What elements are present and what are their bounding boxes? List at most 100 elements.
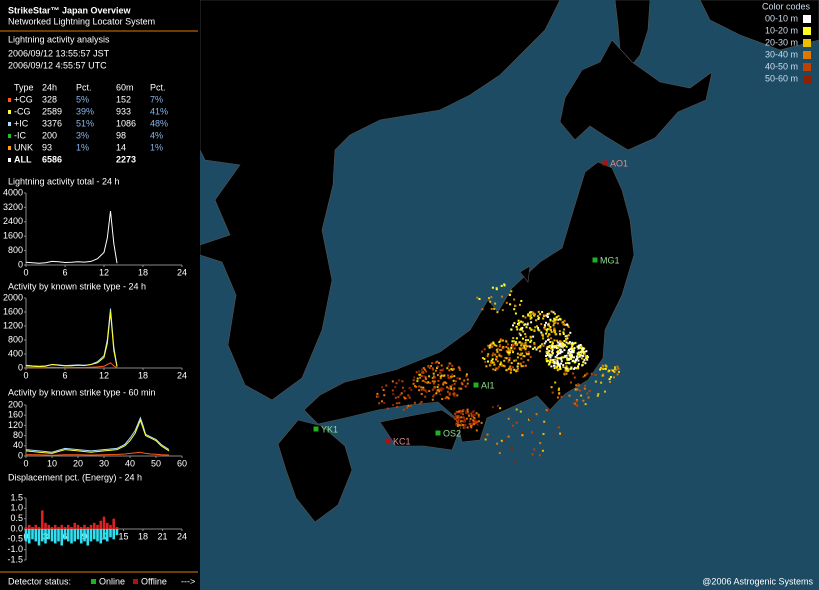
strike — [451, 375, 454, 378]
strike — [461, 424, 464, 426]
strike — [422, 367, 425, 370]
strike — [440, 389, 443, 392]
bar — [70, 529, 73, 544]
strike — [499, 344, 501, 346]
strike — [518, 341, 521, 344]
strike — [458, 377, 461, 380]
strike — [512, 350, 515, 353]
strike — [550, 329, 552, 332]
strike — [566, 367, 569, 370]
strike — [602, 373, 605, 376]
strike — [490, 342, 493, 345]
table-cell: 3376 — [42, 118, 62, 128]
strike — [423, 375, 426, 378]
strike — [564, 367, 567, 370]
strike — [491, 354, 494, 357]
strike — [581, 357, 583, 360]
strike — [580, 345, 583, 348]
bar — [24, 526, 28, 529]
strike — [522, 315, 525, 318]
bar — [105, 529, 109, 542]
strike — [546, 313, 549, 315]
strike — [510, 328, 513, 331]
strike — [501, 309, 504, 312]
y-tick-label: 0.0 — [10, 523, 23, 533]
strike — [517, 323, 520, 326]
strike — [485, 365, 488, 368]
y-tick-label: 120 — [8, 420, 23, 430]
bar — [34, 524, 38, 529]
strike — [574, 361, 577, 363]
x-tick-label: 40 — [125, 458, 135, 468]
strike — [499, 363, 502, 366]
strike — [562, 364, 565, 367]
x-tick-label: 50 — [151, 458, 161, 468]
strike — [422, 379, 425, 382]
strike — [436, 360, 439, 363]
strike — [481, 350, 484, 353]
bar — [60, 529, 64, 546]
strike — [495, 367, 498, 370]
strike — [565, 341, 568, 344]
strike — [616, 373, 619, 376]
bar — [112, 518, 116, 529]
strike — [527, 313, 530, 316]
table-cell: -CG — [14, 106, 31, 116]
strike — [449, 376, 452, 379]
strike — [457, 415, 460, 418]
strike — [402, 408, 405, 411]
strike — [391, 380, 394, 383]
strike — [587, 396, 590, 399]
strike — [438, 372, 441, 374]
strike — [515, 421, 518, 424]
strike — [553, 346, 556, 349]
strike — [539, 346, 542, 349]
strike — [465, 410, 468, 413]
type-swatch — [8, 146, 11, 150]
strike — [605, 365, 608, 368]
y-tick-label: 2000 — [3, 292, 23, 302]
strike — [499, 349, 502, 351]
strike — [508, 351, 511, 354]
strike — [508, 353, 511, 356]
table-cell: 5% — [76, 94, 89, 104]
strike — [494, 302, 497, 305]
strike — [537, 310, 540, 313]
strike — [582, 361, 585, 364]
strike — [520, 352, 523, 355]
strike — [564, 355, 567, 358]
y-tick-label: 2400 — [3, 216, 23, 226]
legend-title: Color codes — [762, 1, 811, 11]
strike — [558, 364, 561, 367]
strike — [440, 374, 443, 377]
strike — [463, 420, 466, 423]
strike — [582, 348, 585, 351]
strike — [551, 391, 554, 394]
strike — [503, 283, 506, 286]
table-header: Pct. — [150, 82, 166, 92]
strike — [436, 374, 439, 377]
strike — [541, 449, 544, 452]
strike — [562, 345, 565, 348]
strike — [558, 330, 561, 333]
bar — [37, 526, 41, 529]
strike — [524, 339, 527, 342]
strike — [529, 345, 532, 348]
strike — [461, 420, 464, 423]
strike — [507, 347, 510, 350]
chart-title: Lightning activity total - 24 h — [8, 176, 120, 186]
legend-swatch — [803, 75, 811, 83]
strike — [563, 319, 566, 322]
strike — [463, 424, 466, 427]
detector-label: AO1 — [610, 158, 628, 168]
strike — [527, 359, 530, 362]
strike — [569, 357, 572, 359]
strike — [491, 358, 494, 361]
strike — [483, 357, 486, 360]
copyright: @2006 Astrogenic Systems — [702, 576, 813, 586]
strike — [581, 354, 584, 357]
y-tick-label: 400 — [8, 348, 23, 358]
series-line — [25, 311, 118, 368]
strike — [447, 397, 450, 400]
detector-marker — [602, 160, 608, 166]
